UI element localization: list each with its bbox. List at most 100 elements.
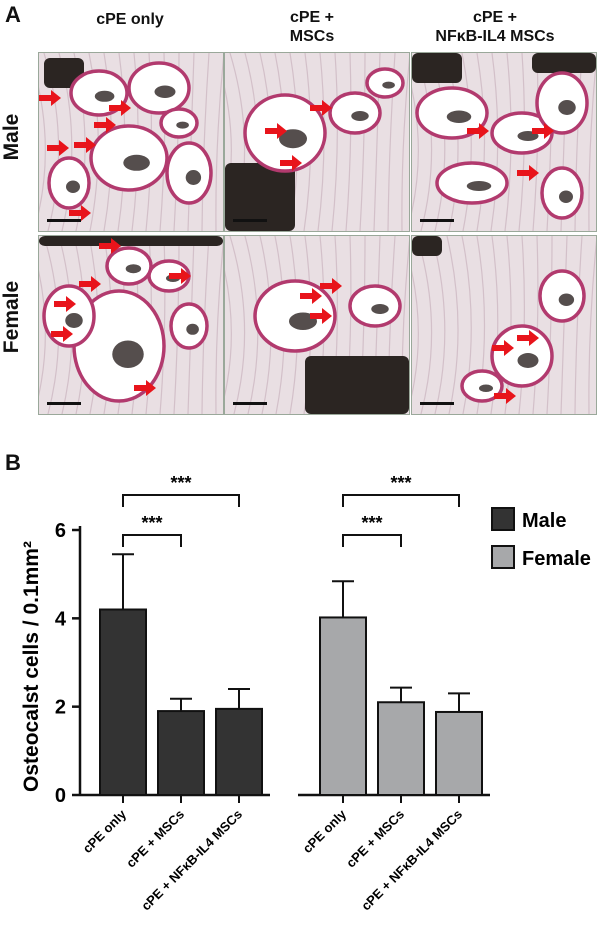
tissue-fiber <box>461 53 472 231</box>
red-arrow-icon <box>169 268 191 284</box>
x-tick-label: cPE + NFκB-IL4 MSCs <box>138 807 245 914</box>
lacuna-debris <box>517 353 539 368</box>
tissue-fiber <box>215 57 223 231</box>
x-tick-label: cPE + MSCs <box>123 807 187 871</box>
tissue-fiber <box>225 270 232 397</box>
x-tick-label: cPE only <box>80 806 130 856</box>
significance-bracket <box>122 494 240 507</box>
micrograph-image <box>412 53 596 231</box>
tissue-fiber <box>476 53 486 231</box>
tissue-fiber <box>546 236 553 414</box>
significance-bracket <box>342 494 460 507</box>
red-arrow-icon <box>99 238 121 254</box>
lacuna-debris <box>66 180 80 193</box>
particle-deposit <box>39 236 223 246</box>
x-tick-label: cPE + NFκB-IL4 MSCs <box>358 807 465 914</box>
x-tick-label: cPE + MSCs <box>343 807 407 871</box>
red-arrow-icon <box>74 137 96 153</box>
tissue-fiber <box>588 240 596 414</box>
micrograph-female-cpe-only <box>38 235 224 415</box>
red-arrow-icon <box>494 388 516 404</box>
micrograph-image <box>39 53 223 231</box>
particle-deposit <box>412 236 442 256</box>
red-arrow-icon <box>51 326 73 342</box>
tissue-fiber <box>215 240 223 414</box>
column-header-text: cPE only <box>96 11 164 28</box>
tissue-fiber <box>401 57 409 231</box>
y-axis-label: Osteocalst cells / 0.1mm² <box>20 541 43 792</box>
red-arrow-icon <box>69 205 91 221</box>
micrograph-image <box>225 236 409 414</box>
y-tick-label: 6 <box>55 520 66 542</box>
lacuna-debris <box>371 304 389 314</box>
row-label-female: Female <box>0 280 23 354</box>
micrograph-female-cpe-msc <box>224 235 410 415</box>
micrograph-female-cpe-nfkb-msc <box>411 235 597 415</box>
tissue-fiber <box>588 57 596 231</box>
red-arrow-icon <box>79 276 101 292</box>
tissue-fiber <box>446 236 459 414</box>
y-tick-label: 2 <box>55 697 66 719</box>
tissue-fiber <box>574 236 583 414</box>
scale-bar <box>47 219 81 222</box>
particle-deposit <box>412 53 462 83</box>
legend-swatch-female <box>491 545 515 569</box>
lacuna-debris <box>382 81 395 89</box>
lacuna-debris <box>446 110 472 123</box>
red-arrow-icon <box>517 165 539 181</box>
lacuna-debris <box>65 313 83 328</box>
tissue-fiber <box>431 236 446 414</box>
particle-deposit <box>225 163 295 231</box>
red-arrow-icon <box>320 278 342 294</box>
tissue-fiber <box>345 53 352 231</box>
micrograph-male-cpe-only <box>38 52 224 232</box>
lacuna-debris <box>123 154 150 171</box>
x-tick-label: cPE only <box>300 806 350 856</box>
column-header-text: cPE + MSCs <box>289 9 335 45</box>
column-header-cpe-msc: cPE + MSCs <box>222 8 402 46</box>
red-arrow-icon <box>54 296 76 312</box>
lacuna-debris <box>125 264 142 274</box>
particle-deposit <box>532 53 596 73</box>
scale-bar <box>47 402 81 405</box>
column-header-text: cPE + NFκB-IL4 MSCs <box>435 9 555 45</box>
bar-female <box>435 710 483 797</box>
scale-bar <box>233 402 267 405</box>
lacuna-debris <box>176 121 189 129</box>
lacuna-debris <box>94 90 115 102</box>
red-arrow-icon <box>94 117 116 133</box>
red-arrow-icon <box>310 308 332 324</box>
panel-a-letter: A <box>5 2 21 27</box>
legend-label-female: Female <box>522 548 591 570</box>
significance-label: *** <box>170 473 191 493</box>
bar-male <box>99 608 147 796</box>
tissue-fiber <box>560 236 568 414</box>
particle-deposit <box>305 356 409 414</box>
red-arrow-icon <box>467 123 489 139</box>
bar-female <box>377 701 425 796</box>
lacuna-debris <box>154 85 176 98</box>
legend-swatch-male <box>491 507 515 531</box>
scale-bar <box>420 402 454 405</box>
micrograph-image <box>412 236 596 414</box>
y-tick-label: 0 <box>55 785 66 807</box>
micrograph-male-cpe-nfkb-msc <box>411 52 597 232</box>
bar-male <box>157 710 205 797</box>
y-tick-label: 4 <box>55 608 67 630</box>
red-arrow-icon <box>109 100 131 116</box>
red-arrow-icon <box>300 288 322 304</box>
red-arrow-icon <box>265 123 287 139</box>
lacuna-debris <box>558 100 576 115</box>
tissue-fiber <box>532 236 539 414</box>
red-arrow-icon <box>280 155 302 171</box>
red-arrow-icon <box>134 380 156 396</box>
legend-label-male: Male <box>522 510 566 532</box>
tissue-fiber <box>331 53 338 231</box>
lacuna-debris <box>466 181 492 191</box>
bar-female <box>319 616 367 796</box>
significance-bracket <box>342 534 402 547</box>
tissue-fiber <box>159 236 166 414</box>
tissue-fiber <box>412 270 419 397</box>
red-arrow-icon <box>532 123 554 139</box>
lacuna-debris <box>279 129 307 149</box>
